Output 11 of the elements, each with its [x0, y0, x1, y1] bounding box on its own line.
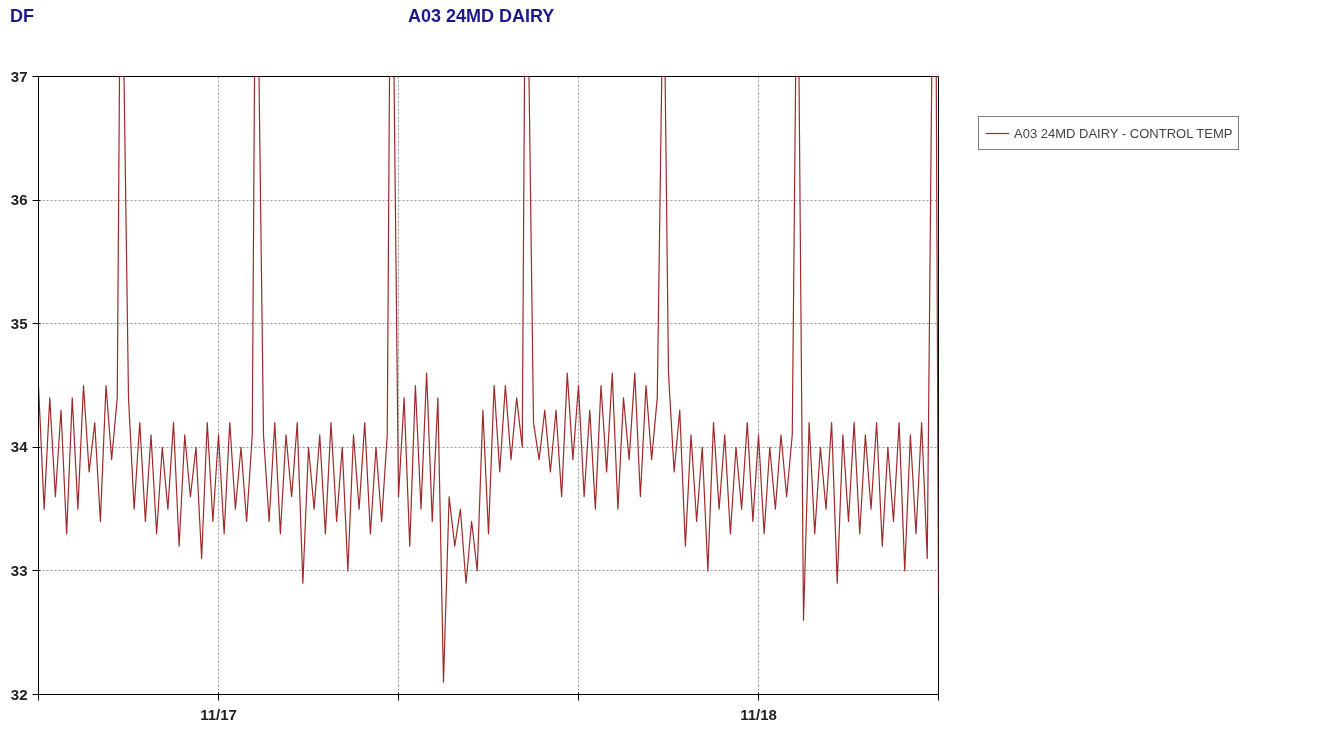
y-axis-title: DF — [10, 5, 34, 28]
legend-label: A03 24MD DAIRY - CONTROL TEMP — [1014, 125, 1233, 141]
y-tick-label: 33 — [10, 561, 28, 579]
x-tick-label: 11/17 — [200, 705, 237, 723]
y-tick-label: 35 — [10, 314, 28, 332]
chart-title: A03 24MD DAIRY — [408, 5, 555, 28]
y-tick-label: 34 — [10, 438, 29, 456]
y-tick-label: 37 — [10, 67, 28, 85]
x-tick-label: 11/18 — [740, 705, 777, 723]
y-tick-label: 32 — [10, 685, 28, 703]
y-tick-label: 36 — [10, 191, 28, 209]
